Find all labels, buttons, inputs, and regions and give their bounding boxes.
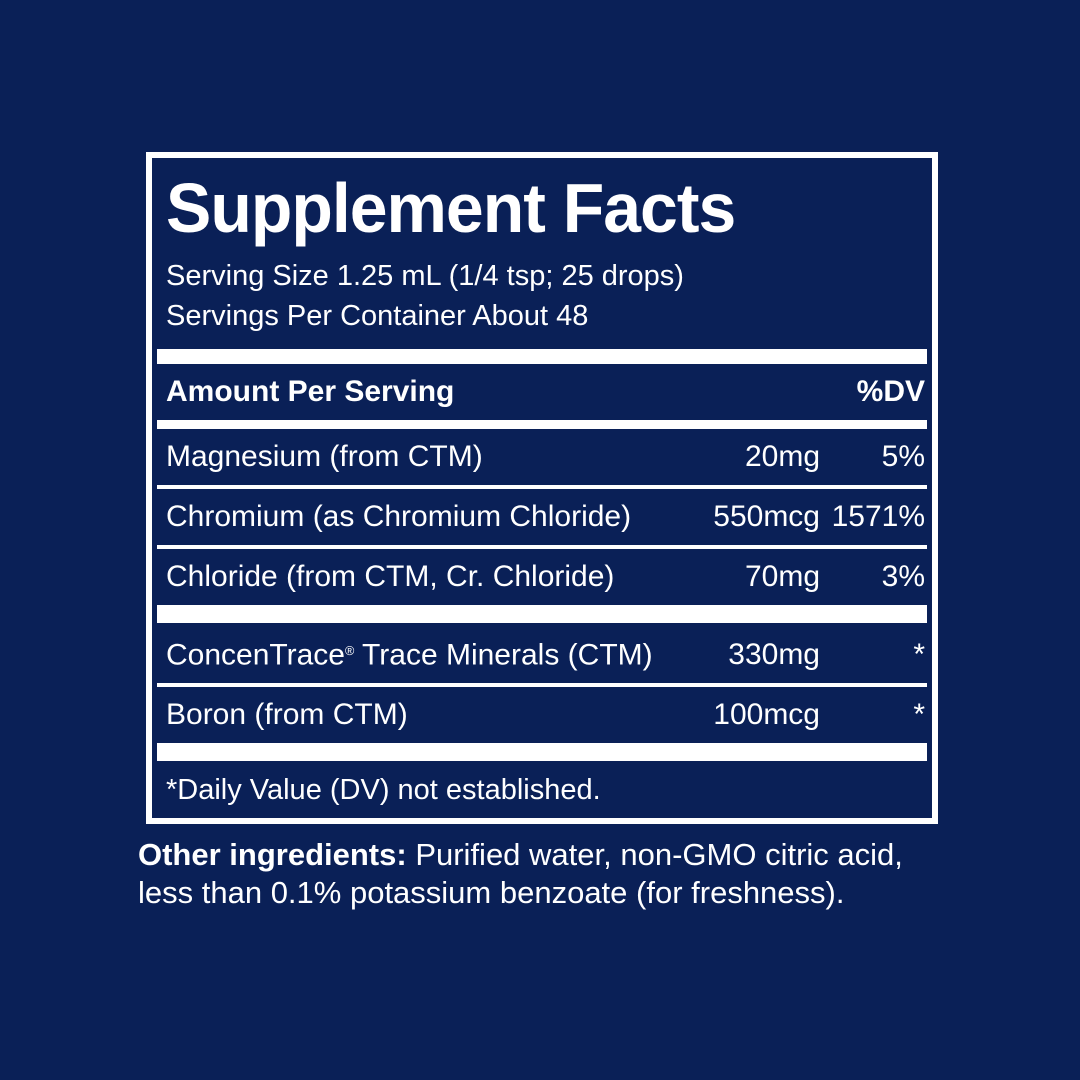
nutrient-dv: 5%: [881, 440, 925, 473]
nutrient-amount: 330mg: [728, 638, 820, 672]
other-ingredients-line2: less than 0.1% potassium benzoate (for f…: [138, 875, 845, 910]
separator-thin: [157, 485, 927, 489]
servings-per-container-text: Servings Per Container About 48: [166, 300, 589, 332]
supplement-facts-panel: Supplement Facts Serving Size 1.25 mL (1…: [146, 152, 938, 824]
nutrient-name: Magnesium (from CTM): [166, 440, 483, 473]
nutrient-amount: 20mg: [744, 440, 820, 473]
separator-medium: [157, 420, 927, 429]
percent-dv-header: %DV: [856, 375, 925, 408]
nutrient-dv: *: [913, 698, 925, 732]
nutrient-amount: 70mg: [744, 560, 820, 593]
separator-thick-bottom: [157, 743, 927, 762]
serving-size-text: Serving Size 1.25 mL (1/4 tsp; 25 drops): [166, 260, 684, 292]
other-ingredients-section: Other ingredients: Purified water, non-G…: [138, 836, 968, 912]
nutrient-name: Chloride (from CTM, Cr. Chloride): [166, 560, 615, 593]
nutrient-name: Boron (from CTM): [166, 698, 408, 732]
nutrient-amount: 100mcg: [713, 698, 820, 732]
panel-title: Supplement Facts: [166, 169, 736, 247]
column-header-row: Amount Per Serving %DV: [157, 364, 927, 420]
nutrient-dv: *: [913, 638, 925, 672]
table-row-magnesium: Magnesium (from CTM) 20mg 5%: [157, 429, 927, 485]
nutrient-name: Chromium (as Chromium Chloride): [166, 500, 632, 533]
registered-trademark-symbol: ®: [344, 644, 355, 658]
separator-thin: [157, 545, 927, 549]
separator-thick-top: [157, 349, 927, 364]
concentrace-rest-text: Trace Minerals (CTM): [354, 638, 653, 672]
daily-value-footnote: *Daily Value (DV) not established.: [166, 774, 601, 807]
table-row-boron: Boron (from CTM) 100mcg *: [157, 687, 927, 743]
table-row-chromium: Chromium (as Chromium Chloride) 550mcg 1…: [157, 489, 927, 545]
table-row-chloride: Chloride (from CTM, Cr. Chloride) 70mg 3…: [157, 549, 927, 605]
nutrient-amount: 550mcg: [713, 500, 820, 533]
separator-thin: [157, 683, 927, 688]
concentrace-brand-text: ConcenTrace: [166, 638, 345, 672]
serving-info: Serving Size 1.25 mL (1/4 tsp; 25 drops)…: [166, 256, 927, 336]
nutrient-dv: 3%: [881, 560, 925, 593]
nutrient-name: ConcenTrace® Trace Minerals (CTM): [166, 634, 680, 672]
table-row-concentrace: ConcenTrace® Trace Minerals (CTM) 330mg …: [157, 623, 927, 683]
nutrient-dv: 1571%: [831, 500, 925, 533]
other-ingredients-label: Other ingredients:: [138, 837, 407, 872]
amount-per-serving-header: Amount Per Serving: [166, 375, 455, 408]
other-ingredients-line1: Purified water, non-GMO citric acid,: [406, 837, 903, 872]
separator-thick-middle: [157, 605, 927, 623]
